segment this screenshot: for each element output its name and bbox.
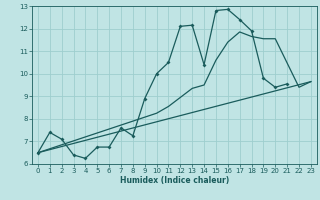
X-axis label: Humidex (Indice chaleur): Humidex (Indice chaleur) [120, 176, 229, 185]
